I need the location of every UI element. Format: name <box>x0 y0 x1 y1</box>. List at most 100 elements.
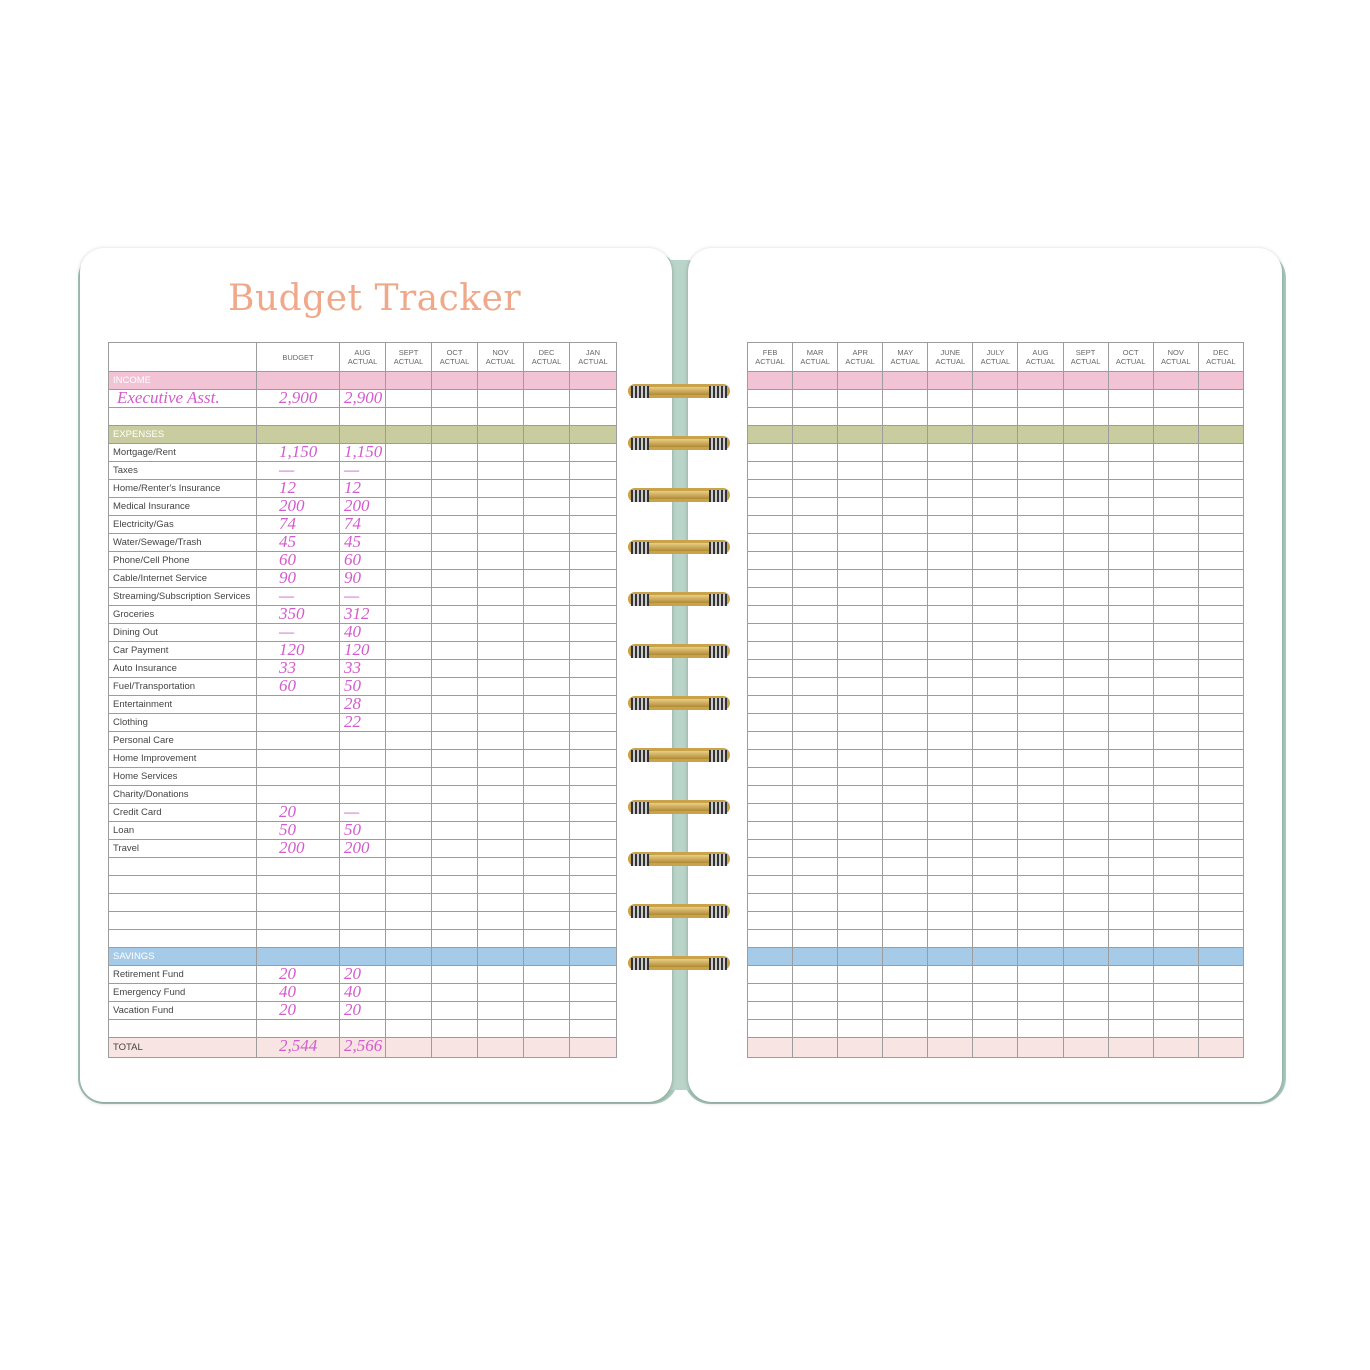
cell <box>1152 857 1199 876</box>
cell <box>1197 1001 1245 1020</box>
cell <box>746 857 794 876</box>
cell <box>339 731 386 750</box>
cell <box>882 839 929 858</box>
cell <box>1107 821 1154 840</box>
row-label: Home Improvement <box>108 749 257 768</box>
cell <box>927 461 974 480</box>
cell <box>339 425 386 444</box>
cell <box>1152 659 1199 678</box>
cell <box>385 857 432 876</box>
budget-table-left: BUDGET AUG ACTUAL SEPT ACTUAL OCT ACTUAL NOV… <box>108 342 617 1058</box>
cell <box>1107 731 1154 750</box>
spiral-ring <box>628 748 730 762</box>
cell <box>837 371 884 390</box>
cell <box>1197 821 1245 840</box>
cell <box>569 983 617 1002</box>
cell <box>1152 731 1199 750</box>
cell <box>837 623 884 642</box>
cell <box>1062 875 1109 894</box>
table-row <box>746 587 1245 606</box>
handwritten-budget: 20 <box>279 802 296 821</box>
cell <box>746 731 794 750</box>
cell <box>523 803 570 822</box>
cell <box>746 803 794 822</box>
handwritten-budget: 350 <box>279 604 305 623</box>
cell <box>569 875 617 894</box>
cell <box>1062 425 1109 444</box>
cell <box>385 947 432 966</box>
table-row <box>746 983 1245 1002</box>
cell: 1,150 <box>256 442 340 462</box>
cell <box>477 551 524 570</box>
cell <box>1017 461 1064 480</box>
table-row: Medical Insurance 200 200 <box>108 496 617 516</box>
row-label: Loan <box>108 821 257 840</box>
cell <box>927 911 974 930</box>
cell <box>1062 533 1109 552</box>
cell <box>972 461 1019 480</box>
table-row <box>746 569 1245 588</box>
cell <box>927 1001 974 1020</box>
handwritten-budget: 20 <box>279 1000 296 1019</box>
row-label: Medical Insurance <box>108 497 257 516</box>
cell <box>1017 695 1064 714</box>
cell <box>1107 785 1154 804</box>
cell <box>837 875 884 894</box>
cell <box>1197 839 1245 858</box>
handwritten-aug-actual: 74 <box>344 514 361 533</box>
cell <box>746 551 794 570</box>
cell <box>1017 407 1064 426</box>
cell <box>1062 1001 1109 1020</box>
cell <box>431 767 478 786</box>
cell <box>385 875 432 894</box>
cell <box>256 767 340 786</box>
table-row: Home Improvement <box>108 749 617 768</box>
cell <box>746 1037 794 1058</box>
table-row <box>746 749 1245 768</box>
cell <box>972 389 1019 408</box>
cell <box>569 425 617 444</box>
cell <box>1107 893 1154 912</box>
cell <box>882 461 929 480</box>
cell <box>1152 803 1199 822</box>
cell <box>1017 857 1064 876</box>
cell <box>477 1001 524 1020</box>
cell <box>431 839 478 858</box>
cell <box>431 749 478 768</box>
cell <box>523 533 570 552</box>
cell <box>1017 371 1064 390</box>
cell <box>523 461 570 480</box>
cell <box>256 695 340 714</box>
cell <box>792 389 839 408</box>
table-row <box>108 857 617 876</box>
cell <box>1062 929 1109 948</box>
cell <box>972 965 1019 984</box>
cell <box>972 587 1019 606</box>
cell: 45 <box>256 532 340 552</box>
cell <box>477 857 524 876</box>
cell <box>385 371 432 390</box>
cell <box>1062 947 1109 966</box>
cell <box>837 461 884 480</box>
spiral-ring <box>628 852 730 866</box>
cell <box>972 713 1019 732</box>
cell <box>746 875 794 894</box>
cell <box>792 1019 839 1038</box>
cell: 28 <box>339 694 386 714</box>
cell <box>1062 407 1109 426</box>
cell <box>523 731 570 750</box>
handwritten-budget: — <box>279 622 295 641</box>
cell <box>792 713 839 732</box>
cell <box>569 659 617 678</box>
cell <box>927 587 974 606</box>
cell <box>1107 1001 1154 1020</box>
cell <box>1017 1037 1064 1058</box>
cell <box>972 749 1019 768</box>
column-header: OCT ACTUAL <box>431 342 478 372</box>
spiral-ring <box>628 592 730 606</box>
table-row <box>746 839 1245 858</box>
handwritten-budget: 40 <box>279 982 296 1001</box>
cell <box>972 479 1019 498</box>
cell <box>837 749 884 768</box>
handwritten-aug-actual: 12 <box>344 478 361 497</box>
